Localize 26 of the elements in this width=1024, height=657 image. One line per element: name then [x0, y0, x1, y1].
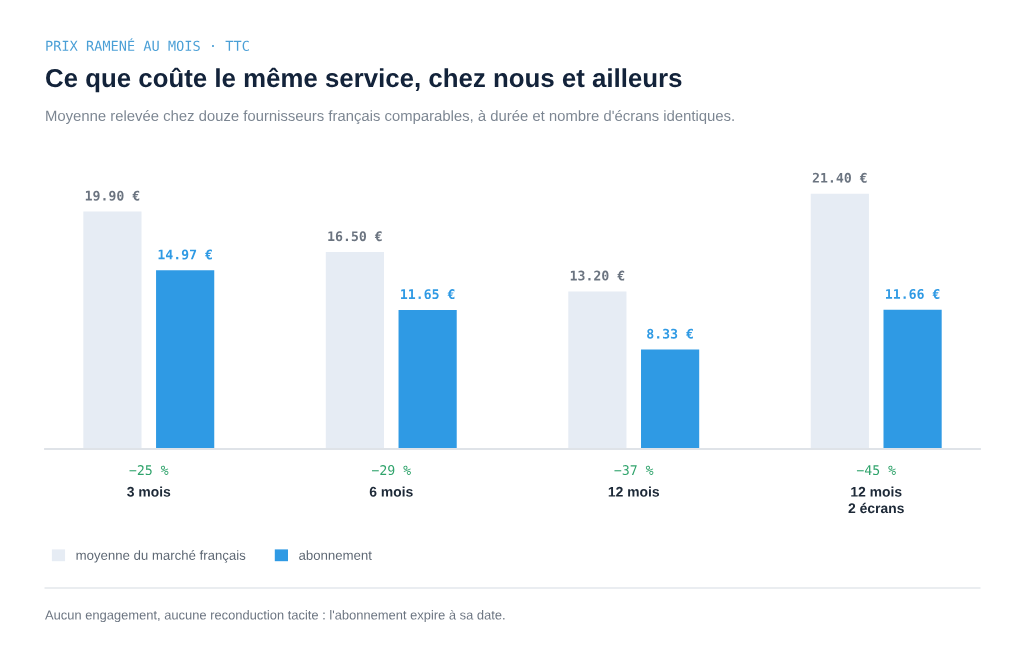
chart-subtitle: Moyenne relevée chez douze fournisseurs français comparables, à durée et nombre d'écrans identiques.	[46, 109, 734, 125]
data-label: 11.66 €	[886, 289, 940, 299]
bar	[398, 309, 457, 449]
data-label: 13.20 €	[570, 270, 625, 281]
legend-label: moyenne du marché français	[76, 550, 246, 563]
data-label: 14.97 €	[158, 249, 212, 260]
bar	[156, 270, 215, 449]
x-tick-label: 12 mois 2 écrans	[848, 486, 904, 514]
data-label: 16.50 €	[328, 231, 382, 242]
data-label: 21.40 €	[812, 172, 867, 183]
x-tick-label: 6 mois	[369, 486, 413, 497]
text: −29 %	[371, 465, 411, 476]
legend-label: abonnement	[299, 550, 372, 560]
chart-title: Ce que coûte le même service, chez nous et ailleurs	[46, 67, 682, 93]
text: Aucun engagement, aucune reconduction tacite : l'abonnement expire à sa date.	[45, 609, 505, 623]
text: −37 %	[614, 465, 654, 476]
bar	[641, 349, 700, 449]
x-tick-label: 12 mois	[608, 486, 660, 497]
data-label: 19.90 €	[85, 190, 140, 201]
text: −25 %	[129, 465, 169, 476]
x-tick-label: 3 mois	[127, 486, 171, 497]
text: PRIX RAMENÉ AU MOIS · TTC	[46, 38, 249, 51]
text: −45 %	[856, 465, 896, 476]
data-label: 8.33 €	[647, 328, 693, 339]
data-label: 11.65 €	[401, 289, 455, 300]
bar	[883, 309, 942, 449]
